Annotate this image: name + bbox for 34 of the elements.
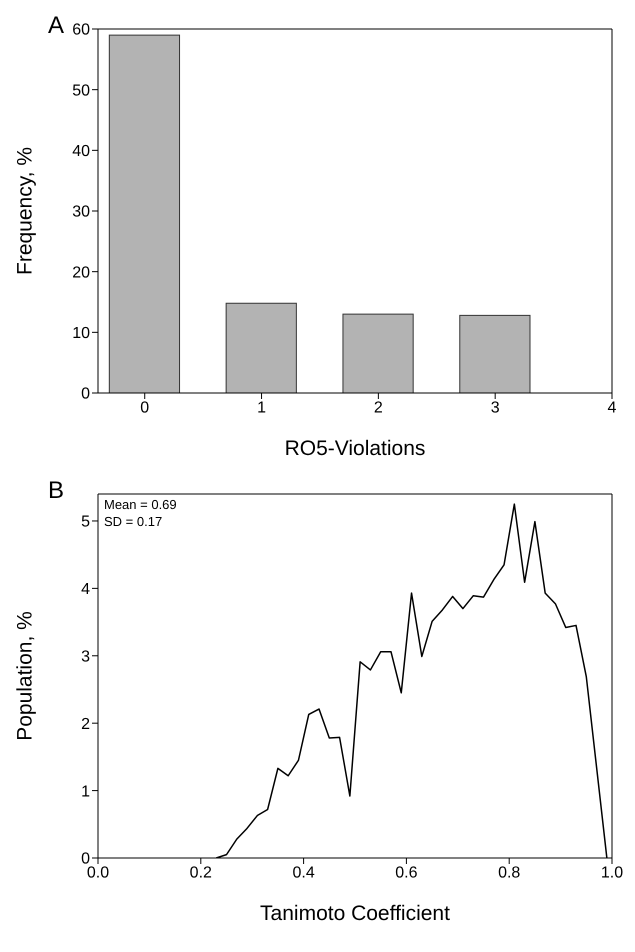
x-tick-label: 3 xyxy=(490,399,500,416)
x-axis-title: RO5-Violations xyxy=(284,437,426,460)
y-tick-label: 5 xyxy=(81,514,90,531)
y-tick-label: 20 xyxy=(72,264,90,282)
x-tick-label: 1.0 xyxy=(600,864,624,882)
y-tick-label: 2 xyxy=(81,716,90,733)
y-tick-label: 0 xyxy=(81,386,90,403)
y-tick-label: 10 xyxy=(72,325,90,342)
y-tick-label: 50 xyxy=(72,82,90,100)
x-tick-label: 0.4 xyxy=(292,864,315,882)
chart-title: B xyxy=(48,477,64,505)
y-tick-label: 1 xyxy=(81,783,90,800)
x-tick-label: 0.8 xyxy=(498,864,520,882)
x-tick-label: 2 xyxy=(374,399,383,416)
x-axis-title: Tanimoto Coefficient xyxy=(260,902,450,925)
y-axis-title: Population, % xyxy=(13,611,36,741)
bar xyxy=(226,302,297,393)
y-axis-title: Frequency, % xyxy=(13,147,36,275)
bar xyxy=(459,314,530,393)
y-tick-label: 30 xyxy=(72,204,90,221)
x-tick-label: 0.6 xyxy=(395,864,418,882)
y-tick-label: 4 xyxy=(81,581,90,598)
chart-title: A xyxy=(48,12,64,40)
x-tick-label: 1 xyxy=(257,399,266,416)
x-tick-label: 0.2 xyxy=(190,864,212,882)
y-tick-label: 40 xyxy=(72,143,90,160)
y-tick-label: 60 xyxy=(72,22,90,39)
bar xyxy=(342,314,414,393)
y-tick-label: 3 xyxy=(81,648,90,666)
bar xyxy=(108,34,180,393)
annotation: SD = 0.17 xyxy=(104,514,162,529)
x-tick-label: 4 xyxy=(608,399,617,416)
x-tick-label: 0 xyxy=(140,399,150,416)
annotation: Mean = 0.69 xyxy=(104,497,177,512)
